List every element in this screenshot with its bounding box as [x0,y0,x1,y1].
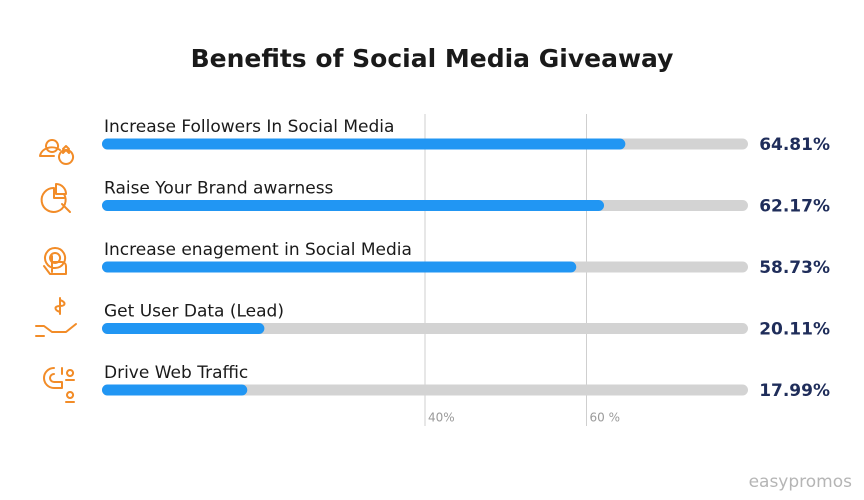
value-label: 62.17% [759,197,830,217]
watermark: easypromos [749,472,853,492]
x-tick-label: 60 % [590,411,621,425]
category-label: Raise Your Brand awarness [104,179,334,199]
value-label: 64.81% [759,135,830,155]
value-label: 17.99% [759,381,830,401]
category-label: Increase enagement in Social Media [104,240,412,260]
category-icon [43,247,67,275]
chart-title: Benefits of Social Media Giveaway [191,44,674,73]
x-tick-label: 40% [428,411,455,425]
value-label: 20.11% [759,320,830,340]
category-icon [40,183,71,213]
value-label: 58.73% [759,258,830,278]
bar [102,384,248,396]
category-icon [39,139,75,165]
bar-track [102,384,748,396]
bar [102,138,626,150]
category-icon [43,367,75,403]
bar [102,261,577,273]
category-label: Get User Data (Lead) [104,302,284,322]
bar [102,200,605,211]
bar [102,323,265,334]
category-icon [35,297,77,337]
category-label: Increase Followers In Social Media [104,117,394,137]
category-label: Drive Web Traffic [104,363,248,383]
